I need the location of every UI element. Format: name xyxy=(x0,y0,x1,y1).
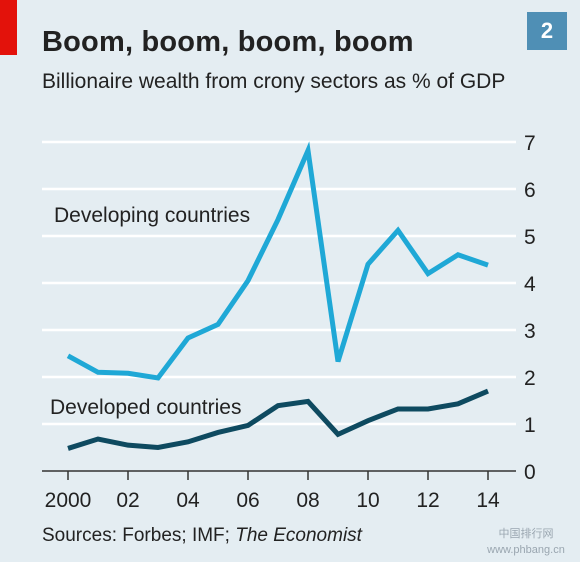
x-tick-label: 06 xyxy=(236,489,259,512)
y-tick-label: 7 xyxy=(524,132,536,155)
watermark-bottom: www.phbang.cn xyxy=(487,544,565,556)
y-tick-label: 3 xyxy=(524,320,536,343)
x-tick-label: 02 xyxy=(116,489,139,512)
series-labels: Developing countries Developed countries xyxy=(50,204,250,419)
y-tick-label: 5 xyxy=(524,226,536,249)
x-tick-label: 12 xyxy=(416,489,439,512)
series-label-0: Developing countries xyxy=(54,204,250,227)
source-italic: The Economist xyxy=(235,525,362,546)
gridlines xyxy=(42,140,516,472)
watermark-top: 中国排行网 xyxy=(498,528,554,540)
y-axis-ticks: 0 1 2 3 4 5 6 7 xyxy=(524,132,536,484)
source-text: Sources: Forbes; IMF; xyxy=(42,525,236,546)
x-tick-label: 08 xyxy=(296,489,319,512)
chart-title: Boom, boom, boom, boom xyxy=(42,26,414,58)
source-note: Sources: Forbes; IMF; The Economist xyxy=(42,525,362,547)
series-label-1: Developed countries xyxy=(50,396,241,419)
series-lines xyxy=(66,141,489,451)
x-tick-label: 04 xyxy=(176,489,200,512)
y-tick-label: 4 xyxy=(524,273,536,296)
series-line-0 xyxy=(66,141,489,381)
red-corner-tag xyxy=(0,0,17,55)
chart-number-badge: 2 xyxy=(527,12,567,50)
y-tick-label: 1 xyxy=(524,414,536,437)
x-axis-ticks: 2000 02 04 06 08 10 12 14 xyxy=(45,471,500,512)
chart-subtitle: Billionaire wealth from crony sectors as… xyxy=(42,70,506,93)
y-tick-label: 2 xyxy=(524,367,536,390)
x-tick-label: 14 xyxy=(476,489,500,512)
y-tick-label: 0 xyxy=(524,461,536,484)
site-watermark: 中国排行网 www.phbang.cn xyxy=(474,526,578,558)
series-line-1 xyxy=(67,388,489,451)
x-tick-label: 10 xyxy=(356,489,379,512)
y-tick-label: 6 xyxy=(524,179,536,202)
x-tick-label: 2000 xyxy=(45,489,92,512)
